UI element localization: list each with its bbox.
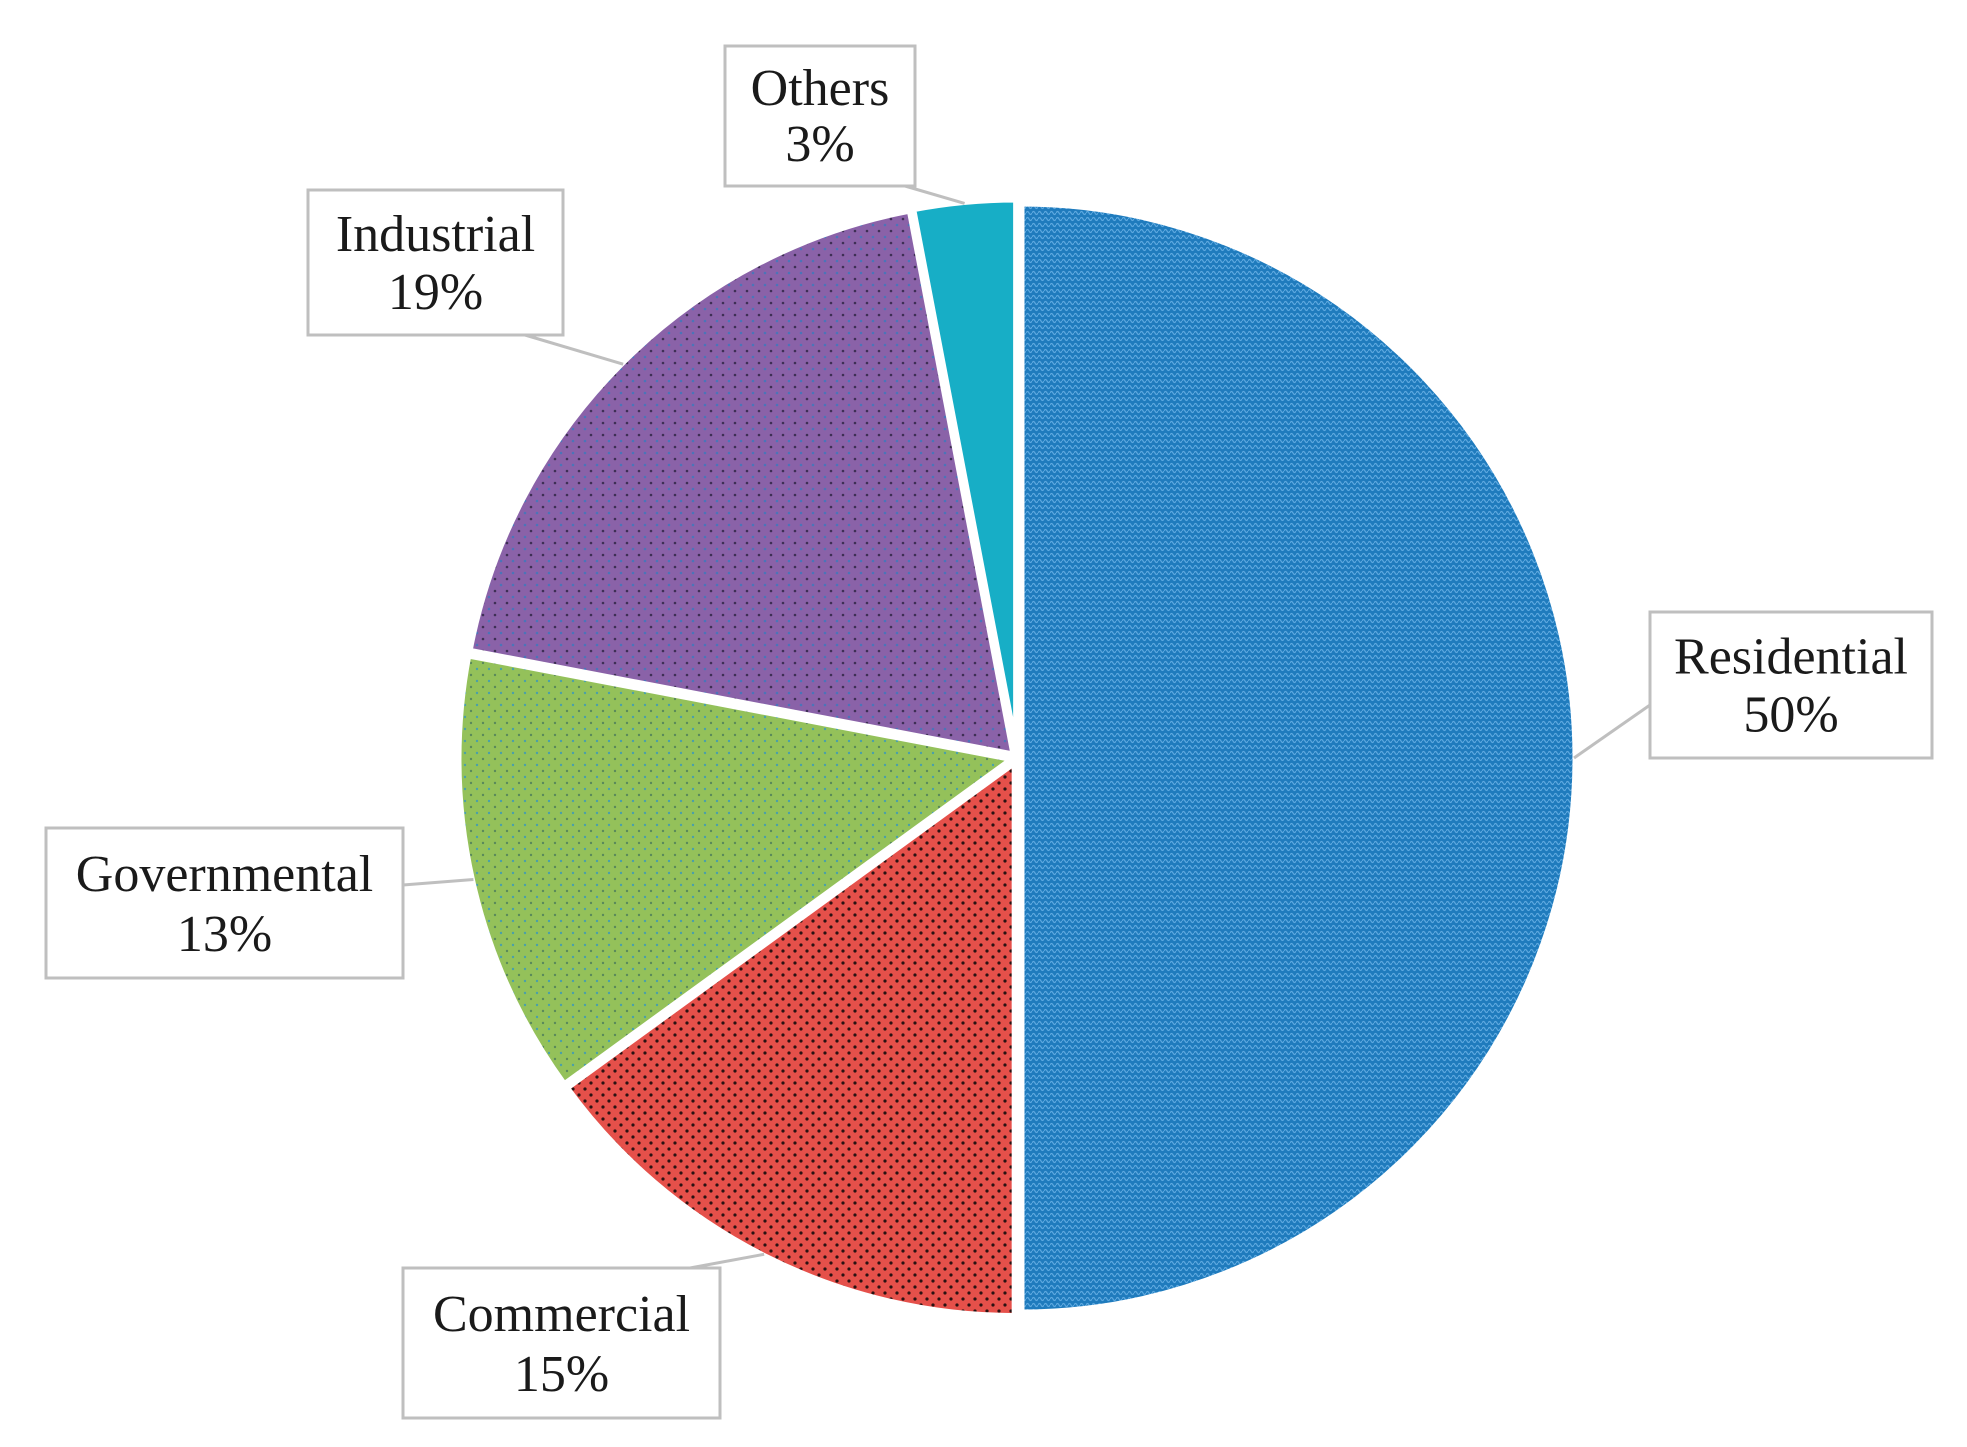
- leader-line-residential: [1573, 703, 1651, 760]
- pie-slice-residential: [1017, 199, 1580, 1317]
- callout-box-governmental: [44, 826, 405, 980]
- pie-slice-others: [909, 195, 1021, 758]
- data-label-category-residential: Residential: [1674, 628, 1908, 685]
- leader-line-governmental: [402, 878, 474, 887]
- callout-box-others: [723, 44, 917, 188]
- pie-slice-commercial: [562, 758, 1019, 1321]
- data-label-category-others: Others: [751, 60, 890, 117]
- callout-box-commercial: [401, 1266, 722, 1420]
- leader-line-others: [904, 184, 966, 205]
- data-label-value-commercial: 15%: [514, 1346, 609, 1403]
- leader-line-commercial: [689, 1252, 765, 1270]
- callout-box-residential: [1648, 610, 1934, 760]
- data-label-value-industrial: 19%: [388, 264, 483, 321]
- data-label-category-commercial: Commercial: [433, 1286, 690, 1343]
- data-label-value-governmental: 13%: [177, 906, 272, 963]
- data-label-category-governmental: Governmental: [76, 846, 373, 903]
- callout-box-industrial: [306, 188, 565, 337]
- data-label-value-others: 3%: [785, 116, 854, 173]
- leader-line-industrial: [524, 333, 624, 366]
- data-label-value-residential: 50%: [1743, 687, 1838, 744]
- data-label-category-industrial: Industrial: [336, 206, 535, 263]
